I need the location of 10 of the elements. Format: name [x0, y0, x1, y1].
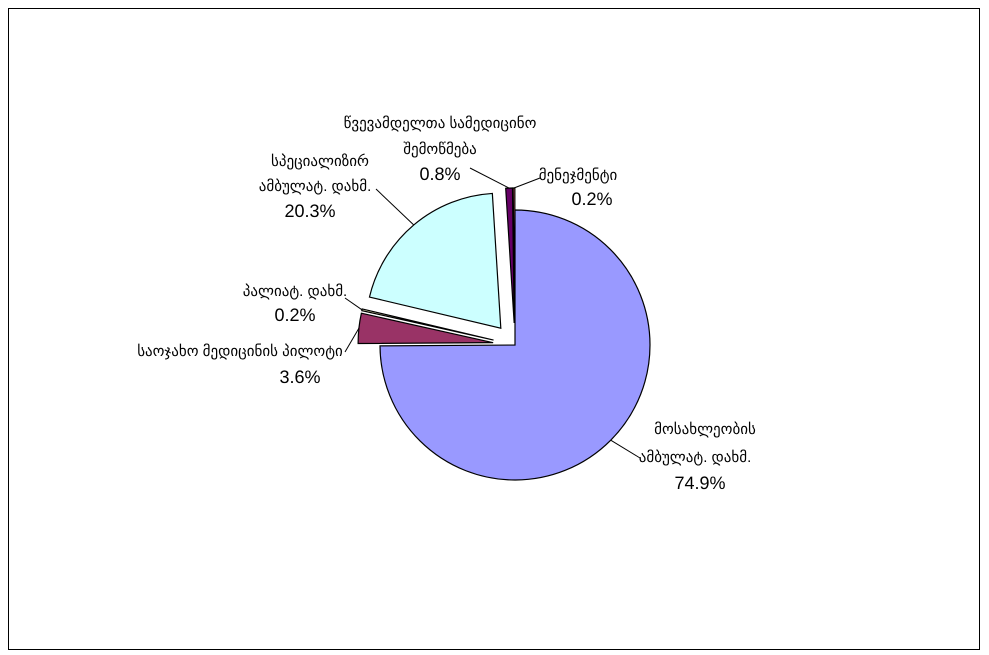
data-label: 3.6%: [279, 366, 321, 387]
data-label: 0.2%: [571, 188, 613, 209]
data-label: 20.3%: [284, 200, 336, 221]
data-label: 0.2%: [274, 304, 316, 325]
legend-label: მენეჯმენტი: [538, 166, 618, 184]
data-label: 0.8%: [419, 164, 461, 184]
data-label: 74.9%: [674, 472, 726, 493]
slice-label: საოჯახო მედიცინის პილოტი: [137, 342, 344, 360]
slice-label: პალიატ. დახმ.: [242, 282, 348, 300]
slice-label: მოსახლეობის ამბულატ. დახმ.: [638, 420, 756, 466]
